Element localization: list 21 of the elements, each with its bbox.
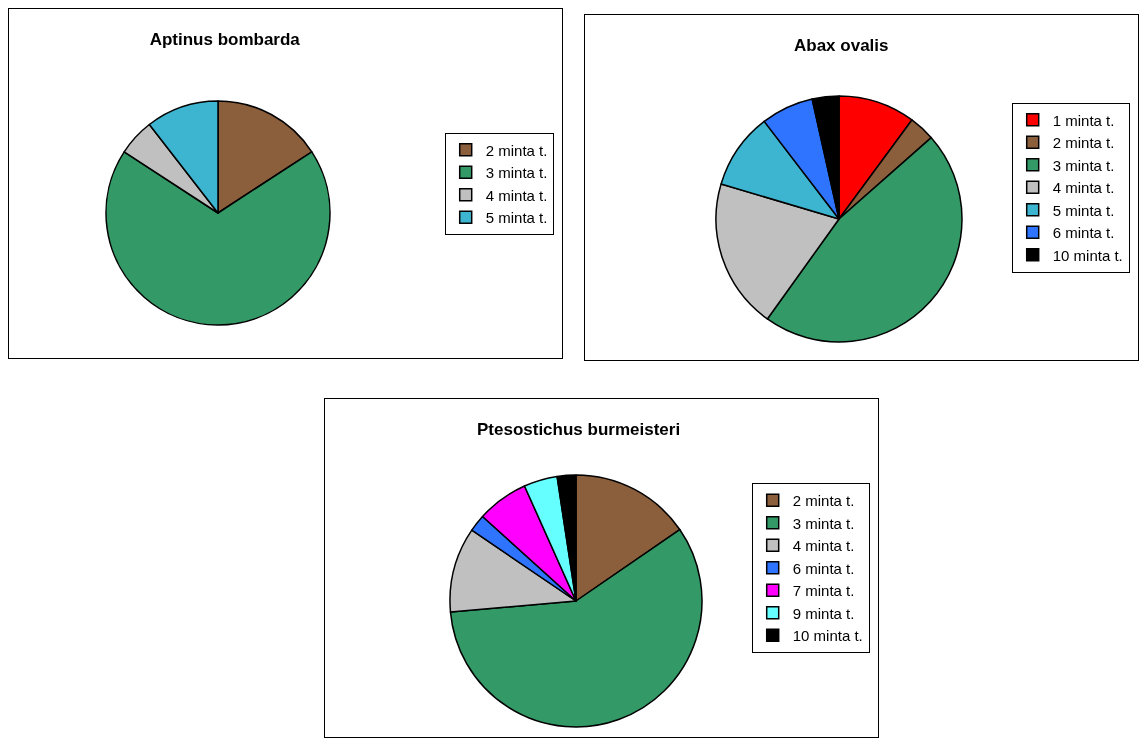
legend-label: 9 minta t. [792, 604, 855, 622]
legend-label: 5 minta t. [1052, 201, 1115, 219]
legend-label: 4 minta t. [792, 537, 855, 555]
chart-title: Abax ovalis [794, 35, 889, 55]
legend-label: 4 minta t. [485, 186, 548, 204]
legend-label: 5 minta t. [485, 209, 548, 227]
chart-title: Aptinus bombarda [149, 29, 301, 49]
legend-label: 6 minta t. [792, 559, 855, 577]
legend-label: 2 minta t. [792, 492, 855, 510]
legend-label: 2 minta t. [1052, 134, 1115, 152]
legend-label: 3 minta t. [485, 164, 548, 182]
chart-title: Ptesostichus burmeisteri [476, 419, 681, 439]
legend-label: 3 minta t. [1052, 156, 1115, 174]
legend-label: 1 minta t. [1052, 111, 1115, 129]
legend-label: 4 minta t. [1052, 179, 1115, 197]
legend-label: 10 minta t. [792, 627, 863, 645]
legend-label: 6 minta t. [1052, 224, 1115, 242]
legend-label: 10 minta t. [1052, 246, 1123, 264]
legend-label: 2 minta t. [485, 141, 548, 159]
legend-label: 7 minta t. [792, 582, 855, 600]
legend-label: 3 minta t. [792, 514, 855, 532]
